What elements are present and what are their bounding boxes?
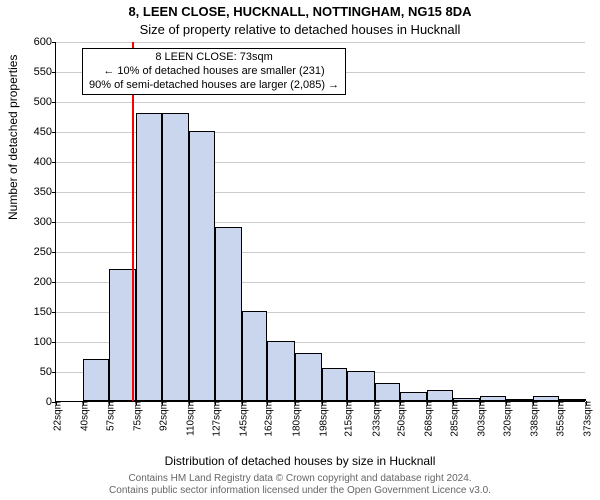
ytick-label: 350 <box>34 186 56 198</box>
xtick-label: 162sqm <box>260 401 275 437</box>
xtick-label: 57sqm <box>101 401 116 431</box>
histogram-bar <box>295 353 322 401</box>
legend-line-2: ← 10% of detached houses are smaller (23… <box>89 65 339 79</box>
gridline <box>56 42 585 43</box>
xtick-label: 285sqm <box>446 401 461 437</box>
legend-line-3: 90% of semi-detached houses are larger (… <box>89 79 339 93</box>
histogram-bar <box>400 392 427 401</box>
y-axis-label: Number of detached properties <box>6 55 20 220</box>
histogram-bar <box>267 341 294 401</box>
plot-area: 050100150200250300350400450500550600 8 L… <box>55 42 585 402</box>
xtick-label: 180sqm <box>287 401 302 437</box>
xtick-label: 233sqm <box>367 401 382 437</box>
histogram-bar <box>347 371 374 401</box>
ytick-label: 50 <box>40 366 56 378</box>
gridline <box>56 102 585 103</box>
histogram-bar <box>242 311 268 401</box>
ytick-label: 250 <box>34 246 56 258</box>
xtick-label: 40sqm <box>76 401 91 431</box>
chart-subtitle: Size of property relative to detached ho… <box>0 22 600 37</box>
xtick-label: 198sqm <box>314 401 329 437</box>
ytick-label: 200 <box>34 276 56 288</box>
xtick-label: 268sqm <box>420 401 435 437</box>
xtick-label: 22sqm <box>49 401 64 431</box>
xtick-label: 355sqm <box>551 401 566 437</box>
ytick-label: 100 <box>34 336 56 348</box>
histogram-bar <box>215 227 242 401</box>
xtick-label: 320sqm <box>498 401 513 437</box>
xtick-label: 92sqm <box>154 401 169 431</box>
xtick-label: 303sqm <box>473 401 488 437</box>
ytick-label: 400 <box>34 156 56 168</box>
copyright-text: Contains HM Land Registry data © Crown c… <box>0 473 600 497</box>
histogram-bar <box>375 383 401 401</box>
ytick-label: 150 <box>34 306 56 318</box>
legend-line-1: 8 LEEN CLOSE: 73sqm <box>89 51 339 65</box>
xtick-label: 250sqm <box>393 401 408 437</box>
x-axis-label: Distribution of detached houses by size … <box>0 454 600 468</box>
copyright-line-1: Contains HM Land Registry data © Crown c… <box>0 473 600 485</box>
xtick-label: 75sqm <box>129 401 144 431</box>
histogram-bar <box>189 131 215 401</box>
copyright-line-2: Contains public sector information licen… <box>0 485 600 497</box>
histogram-bar <box>322 368 348 401</box>
reference-line <box>132 42 134 401</box>
xtick-label: 338sqm <box>526 401 541 437</box>
chart-title: 8, LEEN CLOSE, HUCKNALL, NOTTINGHAM, NG1… <box>0 4 600 19</box>
xtick-label: 373sqm <box>579 401 594 437</box>
histogram-bar <box>162 113 189 401</box>
xtick-label: 145sqm <box>234 401 249 437</box>
legend-box: 8 LEEN CLOSE: 73sqm ← 10% of detached ho… <box>82 48 346 95</box>
ytick-label: 500 <box>34 96 56 108</box>
histogram-chart: 8, LEEN CLOSE, HUCKNALL, NOTTINGHAM, NG1… <box>0 0 600 500</box>
xtick-label: 127sqm <box>207 401 222 437</box>
ytick-label: 300 <box>34 216 56 228</box>
histogram-bar <box>83 359 109 401</box>
xtick-label: 215sqm <box>340 401 355 437</box>
histogram-bar <box>427 390 453 401</box>
xtick-label: 110sqm <box>181 401 196 436</box>
ytick-label: 550 <box>34 66 56 78</box>
ytick-label: 450 <box>34 126 56 138</box>
histogram-bar <box>136 113 162 401</box>
ytick-label: 600 <box>34 36 56 48</box>
